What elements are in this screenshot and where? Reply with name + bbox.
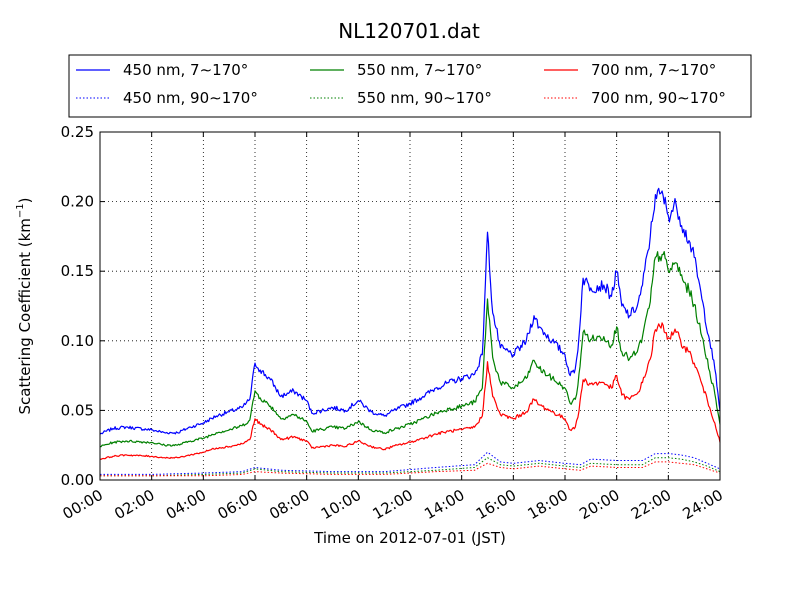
y-axis-label-main: Scattering Coefficient (km [16,218,34,414]
plot-area [100,132,720,480]
y-tick-label: 0.20 [61,193,94,211]
legend-label: 550 nm, 90∼170° [357,89,492,107]
y-axis-label-tail: ) [16,197,34,203]
y-tick-label: 0.05 [61,401,94,419]
legend: 450 nm, 7∼170° 450 nm, 90∼170° 550 nm, 7∼1… [76,61,726,107]
legend-label: 700 nm, 90∼170° [591,89,726,107]
legend-label: 450 nm, 90∼170° [123,89,258,107]
y-axis-label-sup: −1 [15,203,26,218]
legend-box [68,54,752,118]
y-tick-labels: 0.00 0.05 0.10 0.15 0.20 0.25 [61,123,94,489]
chart-title: NL120701.dat [338,19,480,43]
legend-label: 700 nm, 7∼170° [591,61,716,79]
y-tick-label: 0.15 [61,262,94,280]
ticks [99,131,721,481]
legend-label: 550 nm, 7∼170° [357,61,482,79]
series-layer [99,187,721,477]
legend-label: 450 nm, 7∼170° [123,61,248,79]
series-line-1 [100,251,721,448]
series-line-2 [99,322,721,460]
x-axis-label: Time on 2012-07-01 (JST) [313,529,506,547]
y-tick-label: 0.10 [61,332,94,350]
y-tick-label: 0.25 [61,123,94,141]
y-tick-label: 0.00 [61,471,94,489]
series-line-0 [99,187,721,435]
y-axis-label: Scattering Coefficient (km−1) [15,197,34,414]
